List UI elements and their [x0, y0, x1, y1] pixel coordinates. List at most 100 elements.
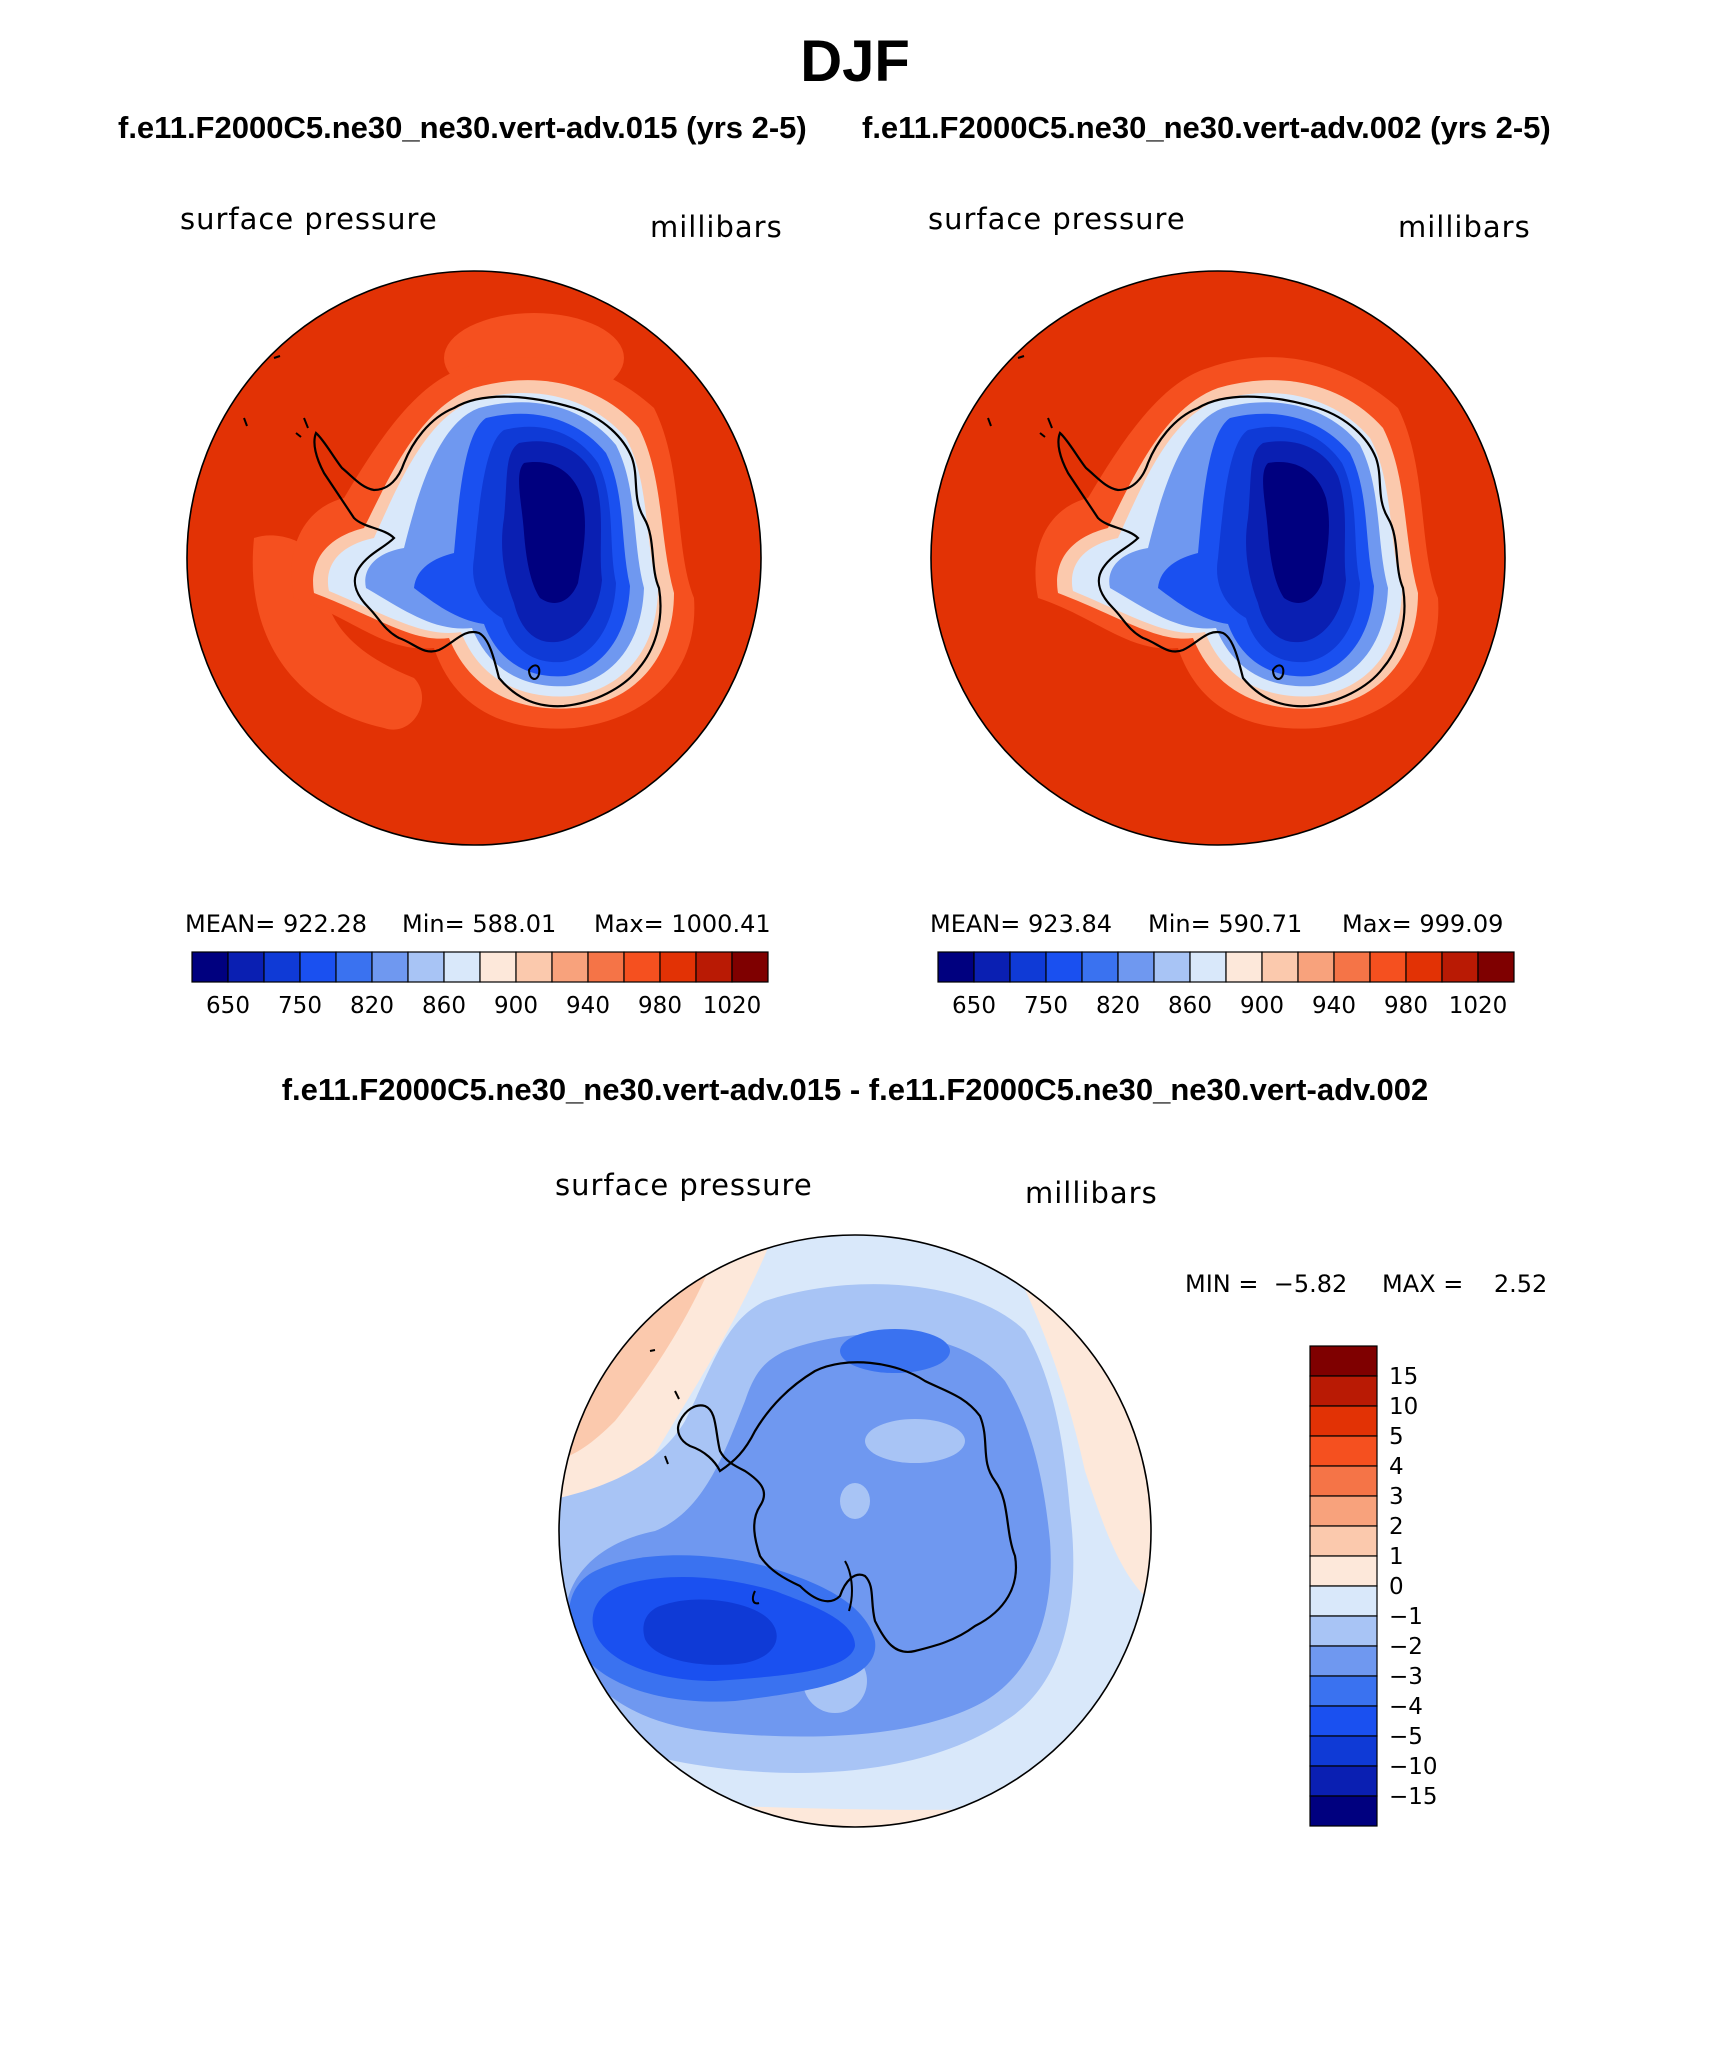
colorbar-box-4: [1309, 1465, 1378, 1497]
colorbar-tick-label: 940: [566, 993, 610, 1019]
difference-peninsula-islands: [649, 1349, 680, 1465]
antarctica-coastline: [676, 1361, 1018, 1654]
peninsula-islands: [987, 355, 1053, 438]
colorbar-box-10: [1309, 1645, 1378, 1677]
colorbar-box-1: [1309, 1375, 1378, 1407]
panel-2-mean-stat: MEAN= 923.84: [930, 910, 1112, 938]
colorbar-box-9: [1309, 1615, 1378, 1647]
colorbar-box-13: [659, 951, 697, 983]
colorbar-box-6: [407, 951, 445, 983]
colorbar-box-3: [1309, 1435, 1378, 1467]
colorbar-tick-label: 15: [1389, 1364, 1418, 1390]
colorbar-box-13: [1405, 951, 1443, 983]
patch-minus-1-to-minus-2-center: [840, 1483, 870, 1519]
colorbar-tick-label: −4: [1389, 1694, 1423, 1720]
colorbar-tick-label: 900: [1240, 993, 1284, 1019]
colorbar-tick-label: 820: [1096, 993, 1140, 1019]
colorbar-box-1: [227, 951, 265, 983]
ice-sheet-min: [519, 462, 585, 603]
colorbar-box-7: [1309, 1555, 1378, 1587]
colorbar-tick-label: 3: [1389, 1484, 1404, 1510]
colorbar-box-3: [299, 951, 337, 983]
colorbar-box-12: [623, 951, 661, 983]
colorbar-tick-label: 860: [422, 993, 466, 1019]
colorbar-box-6: [1309, 1525, 1378, 1557]
colorbar-box-14: [695, 951, 733, 983]
ross-island-contour: [527, 664, 541, 680]
colorbar-tick-label: 2: [1389, 1514, 1404, 1540]
colorbar-box-3: [1045, 951, 1083, 983]
ross-island-contour: [1271, 664, 1285, 680]
colorbar-box-14: [1309, 1765, 1378, 1797]
colorbar-tick-label: −2: [1389, 1634, 1423, 1660]
colorbar-box-9: [515, 951, 553, 983]
patch-minus-1-to-minus-2-top: [865, 1419, 965, 1463]
difference-title: f.e11.F2000C5.ne30_ne30.vert-adv.015 - f…: [281, 1072, 1429, 1107]
colorbar-box-13: [1309, 1735, 1378, 1767]
colorbar-box-11: [1309, 1675, 1378, 1707]
colorbar-tick-label: 5: [1389, 1424, 1404, 1450]
colorbar-box-6: [1153, 951, 1191, 983]
colorbar-box-0: [1309, 1345, 1378, 1377]
difference-variable-label: surface pressure: [555, 1168, 813, 1202]
colorbar-tick-label: −5: [1389, 1724, 1423, 1750]
colorbar-box-12: [1309, 1705, 1378, 1737]
panel-1-colorbar: 650 750 820 860 900 940 980 1020: [191, 951, 769, 1019]
colorbar-box-1: [973, 951, 1011, 983]
panel-1-map: [186, 270, 762, 846]
colorbar-box-11: [587, 951, 625, 983]
panel-1-variable-label: surface pressure: [180, 202, 438, 236]
colorbar-box-15: [1477, 951, 1515, 983]
colorbar-box-11: [1333, 951, 1371, 983]
colorbar-box-2: [1009, 951, 1047, 983]
colorbar-box-0: [191, 951, 229, 983]
colorbar-tick-label: 4: [1389, 1454, 1404, 1480]
colorbar-tick-label: 1020: [703, 993, 762, 1019]
colorbar-tick-label: 980: [1384, 993, 1428, 1019]
colorbar-box-15: [1309, 1795, 1378, 1827]
colorbar-tick-label: 1020: [1449, 993, 1508, 1019]
difference-units-label: millibars: [1025, 1176, 1158, 1210]
panel-1-case-title: f.e11.F2000C5.ne30_ne30.vert-adv.015 (yr…: [118, 110, 807, 145]
colorbar-tick-label: 900: [494, 993, 538, 1019]
colorbar-tick-label: 820: [350, 993, 394, 1019]
colorbar-tick-label: 0: [1389, 1574, 1404, 1600]
map-border: [930, 270, 1506, 846]
difference-max-stat: MAX = 2.52: [1382, 1270, 1548, 1298]
colorbar-tick-label: 940: [1312, 993, 1356, 1019]
colorbar-tick-label: 860: [1168, 993, 1212, 1019]
panel-2-colorbar: 650 750 820 860 900 940 980 1020: [937, 951, 1515, 1019]
map-border: [186, 270, 762, 846]
colorbar-box-7: [1189, 951, 1227, 983]
ice-sheet-min: [1263, 462, 1329, 603]
colorbar-tick-label: −1: [1389, 1604, 1423, 1630]
field-minus-10-to-minus-5: [643, 1599, 777, 1665]
colorbar-tick-label: 750: [278, 993, 322, 1019]
colorbar-box-8: [1309, 1585, 1378, 1617]
antarctica-coastline: [1057, 395, 1406, 708]
panel-2-min-stat: Min= 590.71: [1148, 910, 1303, 938]
colorbar-box-8: [479, 951, 517, 983]
colorbar-box-7: [443, 951, 481, 983]
colorbar-tick-label: −10: [1389, 1754, 1438, 1780]
colorbar-tick-label: 750: [1024, 993, 1068, 1019]
colorbar-box-2: [1309, 1405, 1378, 1437]
panel-2-case-title: f.e11.F2000C5.ne30_ne30.vert-adv.002 (yr…: [862, 110, 1551, 145]
colorbar-tick-label: 650: [952, 993, 996, 1019]
panel-1-min-stat: Min= 588.01: [402, 910, 557, 938]
panel-2-map: [930, 270, 1506, 846]
panel-2-max-stat: Max= 999.09: [1342, 910, 1504, 938]
season-title: DJF: [800, 29, 910, 94]
colorbar-box-5: [1117, 951, 1155, 983]
antarctica-coastline: [313, 395, 662, 708]
colorbar-tick-label: 650: [206, 993, 250, 1019]
colorbar-box-12: [1369, 951, 1407, 983]
difference-ross-contour: [751, 1560, 853, 1612]
colorbar-box-5: [371, 951, 409, 983]
colorbar-tick-label: 1: [1389, 1544, 1404, 1570]
colorbar-box-10: [551, 951, 589, 983]
colorbar-box-4: [1081, 951, 1119, 983]
colorbar-box-10: [1297, 951, 1335, 983]
colorbar-tick-label: 10: [1389, 1394, 1418, 1420]
